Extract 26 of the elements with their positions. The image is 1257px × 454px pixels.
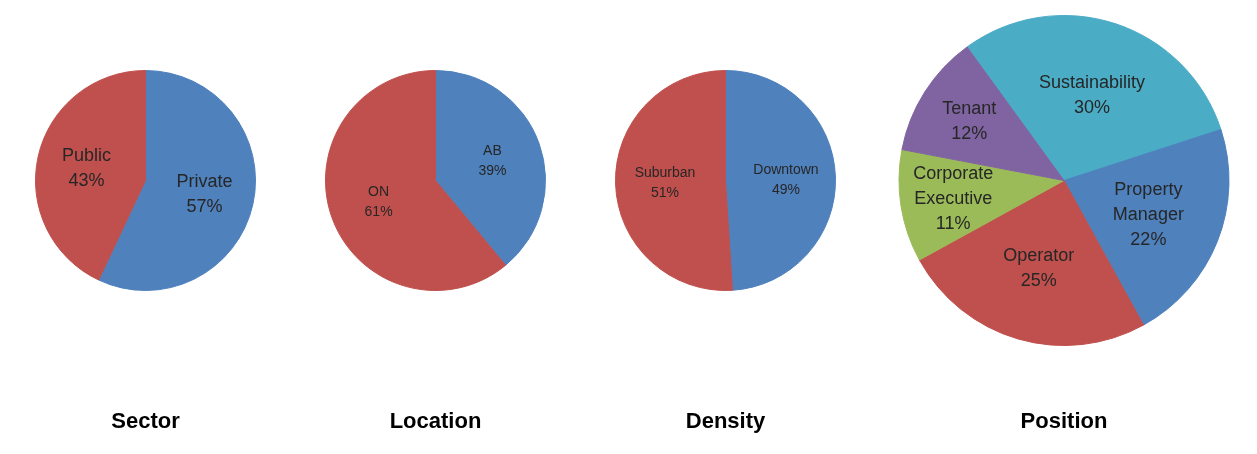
slice-label: Private — [176, 171, 233, 192]
slice-label: Public — [61, 144, 111, 165]
data-label: 39% — [478, 162, 507, 179]
data-label: 30% — [1074, 96, 1111, 117]
text: Density — [685, 407, 766, 433]
data-label: 61% — [364, 202, 393, 219]
slice-label: Tenant — [942, 97, 997, 118]
slice-label: Operator — [1003, 245, 1075, 266]
data-label: 43% — [68, 169, 105, 190]
text: Sector — [111, 407, 181, 433]
text: Location — [389, 407, 482, 433]
data-label: 25% — [1020, 270, 1057, 291]
data-label: 11% — [935, 213, 971, 234]
slice-label: Property Manager — [1112, 178, 1184, 224]
data-label: 22% — [1130, 228, 1167, 249]
data-label: 51% — [651, 184, 680, 201]
slice-label: AB — [483, 142, 502, 159]
data-label: 49% — [771, 180, 800, 197]
slice-label: ON — [368, 182, 390, 199]
data-label: 57% — [186, 196, 223, 217]
slice-label: Suburban — [634, 164, 696, 181]
slice-label: Corporate Executive — [913, 163, 994, 209]
text: Position — [1020, 407, 1108, 433]
slice-label: Sustainability — [1039, 71, 1146, 92]
data-label: 12% — [951, 122, 988, 143]
slice-label: Downtown — [753, 160, 819, 177]
